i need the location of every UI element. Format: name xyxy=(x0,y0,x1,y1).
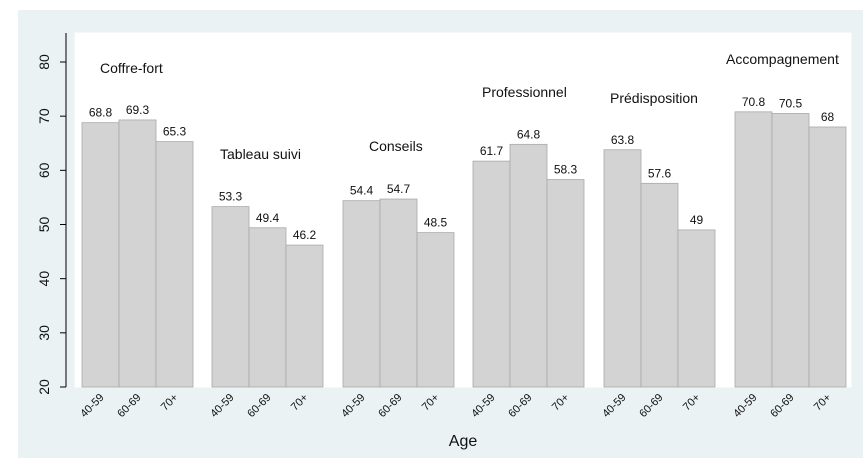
data-label: 53.3 xyxy=(219,190,243,204)
plot-area xyxy=(74,32,852,388)
data-label: 64.8 xyxy=(517,127,541,141)
bar xyxy=(808,126,847,388)
data-label: 68 xyxy=(821,110,835,124)
data-label: 68.8 xyxy=(89,106,113,120)
data-label: 54.4 xyxy=(350,184,374,198)
bars xyxy=(81,111,847,388)
bar xyxy=(211,206,250,388)
group-title: Accompagnement xyxy=(726,51,839,67)
x-axis-label: Age xyxy=(449,433,478,450)
y-tick-label: 70 xyxy=(36,108,52,124)
bar xyxy=(771,113,810,388)
x-tick-label: 40-59 xyxy=(600,392,628,420)
bar xyxy=(472,160,511,388)
bar xyxy=(640,182,679,388)
group-title: Tableau suivi xyxy=(220,146,301,162)
bar xyxy=(509,143,548,388)
x-tick-label: 40-59 xyxy=(78,392,106,420)
x-tick-label: 70+ xyxy=(812,392,834,414)
bar xyxy=(546,179,585,388)
x-tick-labels: 40-59 60-69 70+ 40-59 60-69 70+ 40-59 60-69 70+ 4… xyxy=(78,392,833,420)
group-title: Prédisposition xyxy=(610,90,698,106)
bar xyxy=(416,232,455,388)
bar xyxy=(285,244,324,388)
x-tick-label: 40-59 xyxy=(469,392,497,420)
x-tick-label: 70+ xyxy=(550,392,572,414)
x-tick-label: 40-59 xyxy=(339,392,367,420)
bar xyxy=(81,122,120,388)
y-tick-label: 30 xyxy=(36,325,52,341)
group-title: Conseils xyxy=(369,138,423,154)
bar xyxy=(734,111,773,388)
data-label: 48.5 xyxy=(424,216,448,230)
x-tick-label: 40-59 xyxy=(208,392,236,420)
data-label: 65.3 xyxy=(163,125,187,139)
data-label: 49.4 xyxy=(256,211,280,225)
y-tick-label: 80 xyxy=(36,54,52,70)
data-label: 61.7 xyxy=(480,144,504,158)
group-title: Professionnel xyxy=(482,84,567,100)
x-tick-label: 60-69 xyxy=(376,392,404,420)
y-tick-label: 40 xyxy=(36,271,52,287)
data-labels: 68.8 69.3 65.3 53.3 49.4 46.2 54.4 54.7 48.5 61.7… xyxy=(89,95,835,242)
y-tick-label: 20 xyxy=(36,379,52,395)
bar xyxy=(118,119,157,388)
data-label: 63.8 xyxy=(611,133,635,147)
data-label: 69.3 xyxy=(126,103,150,117)
data-label: 54.7 xyxy=(387,182,411,196)
x-tick-label: 40-59 xyxy=(731,392,759,420)
data-label: 57.6 xyxy=(648,166,672,180)
x-tick-label: 60-69 xyxy=(115,392,143,420)
data-label: 70.8 xyxy=(742,95,766,109)
data-label: 49 xyxy=(690,213,704,227)
group-title: Coffre-fort xyxy=(100,60,163,76)
x-tick-label: 70+ xyxy=(289,392,311,414)
bar xyxy=(248,227,287,388)
bar xyxy=(603,149,642,388)
x-tick-label: 70+ xyxy=(159,392,181,414)
bar xyxy=(155,141,194,388)
data-label: 46.2 xyxy=(293,228,317,242)
y-tick-label: 60 xyxy=(36,162,52,178)
data-label: 58.3 xyxy=(554,163,578,177)
x-tick-label: 70+ xyxy=(420,392,442,414)
x-tick-label: 60-69 xyxy=(506,392,534,420)
y-tick-label: 50 xyxy=(36,217,52,233)
bar xyxy=(342,200,381,388)
x-tick-label: 60-69 xyxy=(245,392,273,420)
y-axis: 20 30 40 50 60 70 80 xyxy=(36,33,67,395)
bar xyxy=(677,229,716,388)
bar xyxy=(379,198,418,388)
x-tick-label: 70+ xyxy=(681,392,703,414)
data-label: 70.5 xyxy=(779,96,803,110)
x-tick-label: 60-69 xyxy=(637,392,665,420)
group-titles: Coffre-fort Tableau suivi Conseils Professi… xyxy=(100,51,839,162)
x-tick-label: 60-69 xyxy=(768,392,796,420)
